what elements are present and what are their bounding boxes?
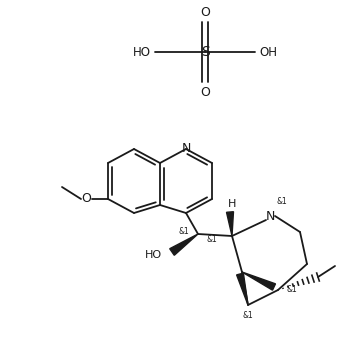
Text: &1: &1	[243, 312, 253, 320]
Text: &1: &1	[179, 227, 189, 237]
Text: S: S	[201, 45, 210, 59]
Text: HO: HO	[145, 250, 162, 260]
Text: O: O	[200, 5, 210, 18]
Text: O: O	[81, 193, 91, 206]
Text: &1: &1	[207, 236, 217, 245]
Text: &1: &1	[276, 197, 287, 207]
Text: N: N	[181, 143, 191, 156]
Text: N: N	[265, 210, 275, 223]
Text: O: O	[200, 86, 210, 98]
Text: HO: HO	[133, 45, 151, 58]
Polygon shape	[237, 273, 248, 305]
Polygon shape	[242, 272, 275, 290]
Polygon shape	[170, 234, 198, 255]
Polygon shape	[226, 212, 234, 236]
Text: H: H	[228, 199, 236, 209]
Text: &1: &1	[287, 286, 297, 294]
Text: OH: OH	[259, 45, 277, 58]
